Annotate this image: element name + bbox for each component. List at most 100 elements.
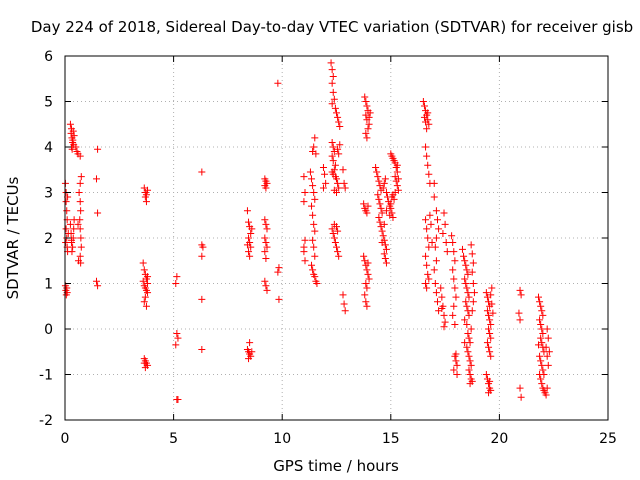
data-point <box>441 220 449 228</box>
data-point <box>393 182 401 190</box>
data-point <box>452 350 460 358</box>
data-point <box>335 252 343 260</box>
data-point <box>462 280 470 287</box>
data-point <box>482 371 490 378</box>
data-point <box>450 248 458 256</box>
y-tick-label: 0 <box>44 322 53 338</box>
data-point <box>466 371 474 378</box>
data-point <box>465 352 473 360</box>
data-point <box>274 268 282 276</box>
data-point <box>333 175 340 183</box>
data-point <box>464 270 472 278</box>
data-point <box>70 132 78 140</box>
data-point <box>363 266 371 274</box>
data-point <box>381 175 389 183</box>
data-point <box>300 243 308 251</box>
data-point <box>451 257 459 265</box>
data-point <box>334 248 342 256</box>
data-point <box>142 198 150 206</box>
data-point <box>452 357 460 365</box>
data-point <box>432 234 440 242</box>
data-point <box>330 234 338 242</box>
data-point <box>306 168 314 176</box>
data-point <box>94 282 102 290</box>
data-point <box>333 189 340 196</box>
data-point <box>424 270 432 278</box>
data-point <box>463 284 471 292</box>
data-point <box>66 220 74 228</box>
data-point <box>66 120 74 128</box>
data-point <box>69 127 77 135</box>
y-tick-label: 2 <box>44 231 53 247</box>
data-point <box>248 225 256 233</box>
data-point <box>329 72 337 80</box>
data-point <box>469 298 477 306</box>
data-point <box>538 380 546 388</box>
data-point <box>441 318 449 326</box>
data-point <box>393 161 401 169</box>
data-point <box>362 98 370 105</box>
data-point <box>423 261 431 269</box>
data-point <box>139 259 147 267</box>
data-point <box>311 195 319 203</box>
data-point <box>485 389 493 397</box>
data-point <box>424 161 432 169</box>
data-point <box>374 191 382 199</box>
data-point <box>432 289 440 297</box>
data-point <box>360 252 368 260</box>
data-point <box>301 189 309 196</box>
data-point <box>461 339 469 347</box>
data-point <box>539 366 547 374</box>
data-point <box>537 302 545 310</box>
data-point <box>464 289 472 297</box>
data-point <box>423 125 431 133</box>
data-point <box>453 371 461 378</box>
data-point <box>364 259 372 267</box>
data-point <box>542 391 550 399</box>
data-point <box>373 168 381 176</box>
data-point <box>331 104 339 112</box>
data-point <box>336 141 344 149</box>
data-point <box>488 284 496 292</box>
y-tick-label: 3 <box>44 186 53 202</box>
data-point <box>378 209 386 217</box>
data-point <box>422 280 430 287</box>
data-point <box>329 88 337 96</box>
data-point <box>275 264 283 272</box>
data-point <box>544 334 552 342</box>
data-point <box>341 307 349 315</box>
data-point <box>489 309 497 317</box>
data-point <box>339 166 347 174</box>
data-point <box>382 189 390 196</box>
data-point <box>333 223 340 231</box>
data-point <box>431 280 439 287</box>
data-point <box>364 202 372 210</box>
data-point <box>424 109 432 117</box>
data-point <box>464 330 472 338</box>
data-point <box>308 175 316 183</box>
x-tick-label: 25 <box>599 431 617 447</box>
data-point <box>465 293 473 301</box>
data-point <box>63 207 71 215</box>
data-point <box>321 170 329 178</box>
data-point <box>516 286 524 294</box>
data-point <box>198 345 206 353</box>
data-point <box>427 220 435 228</box>
data-point <box>311 227 319 235</box>
data-point <box>309 148 317 156</box>
data-point <box>536 316 544 324</box>
data-point <box>329 143 337 151</box>
data-point <box>539 311 547 319</box>
data-point <box>466 357 474 365</box>
data-point <box>469 280 477 287</box>
data-point <box>334 179 342 187</box>
data-point <box>483 339 491 347</box>
data-point <box>335 184 343 192</box>
data-point <box>381 254 389 262</box>
data-point <box>387 204 395 212</box>
data-point <box>378 239 386 247</box>
data-point <box>70 225 78 233</box>
y-tick-label: 4 <box>44 140 53 156</box>
data-point <box>68 236 76 244</box>
data-point <box>468 268 476 276</box>
